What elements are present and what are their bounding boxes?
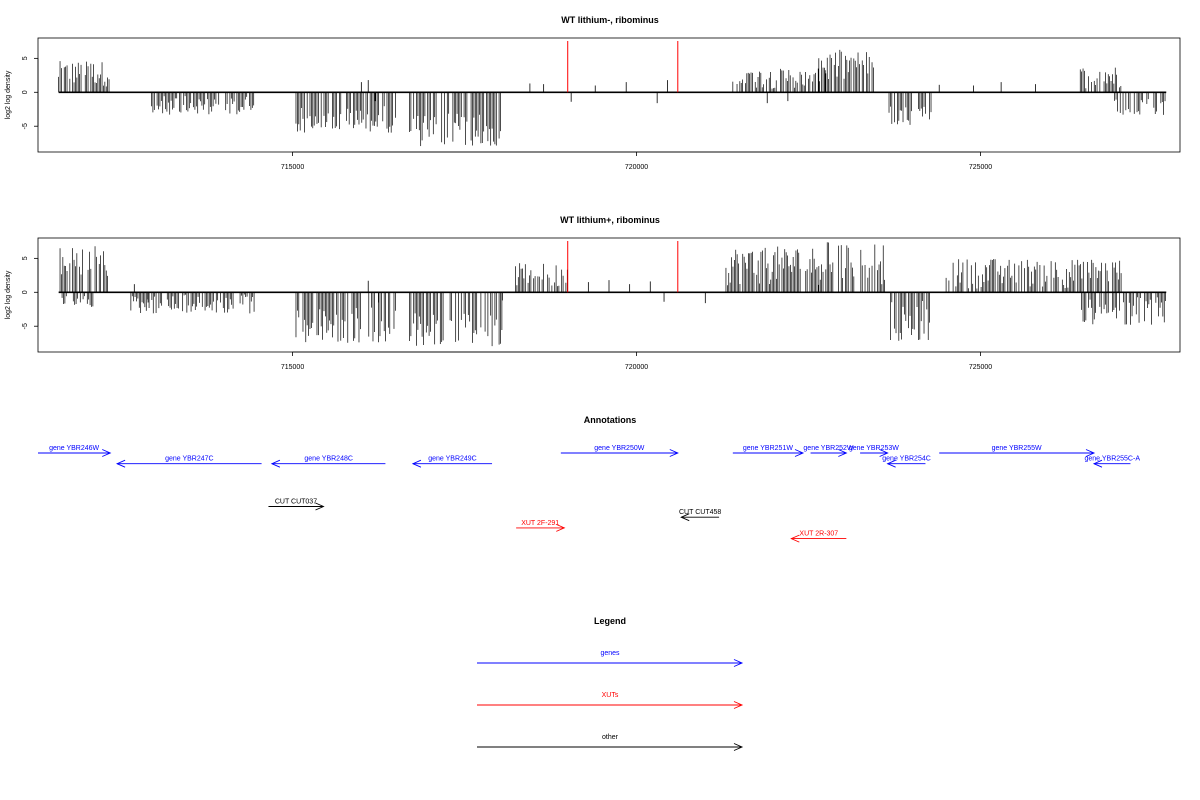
feature-label: gene YBR255C-A — [1084, 456, 1140, 463]
feature-label: gene YBR250W — [594, 445, 644, 452]
feature-arrow: XUT 2R-307 — [790, 531, 847, 543]
y-tick-label: 5 — [22, 56, 29, 60]
feature-arrow: gene YBR248C — [270, 456, 386, 468]
feature-arrow: XUT 2F-291 — [516, 520, 566, 532]
feature-arrow: gene YBR250W — [560, 445, 679, 457]
y-tick-label: 5 — [22, 256, 29, 260]
legend-item: XUTs — [477, 692, 744, 709]
marker-lines — [567, 241, 679, 293]
feature-label: gene YBR249C — [428, 456, 477, 463]
density-bars — [58, 242, 1167, 347]
y-tick-label: 0 — [22, 90, 29, 94]
feature-arrow: gene YBR247C — [115, 456, 262, 468]
arrow-head — [790, 534, 800, 543]
legend-item: genes — [477, 650, 744, 667]
feature-arrow: gene YBR255W — [939, 445, 1096, 457]
y-axis-label: log2 log density — [5, 270, 12, 319]
feature-arrow: gene YBR249C — [411, 456, 493, 468]
feature-arrow: gene YBR253W — [849, 445, 899, 457]
x-tick-label: 725000 — [969, 164, 992, 171]
arrow-head — [733, 701, 744, 709]
y-tick-label: -5 — [22, 123, 29, 129]
arrow-head — [1085, 449, 1096, 457]
arrow-head — [411, 459, 422, 468]
feature-label: gene YBR254C — [882, 456, 931, 463]
feature-label: CUT CUT458 — [679, 509, 721, 516]
legend-label: genes — [600, 650, 620, 657]
panel-title: WT lithium+, ribominus — [560, 215, 660, 225]
legend-item: other — [477, 734, 744, 751]
x-tick-label: 715000 — [281, 364, 304, 371]
feature-label: gene YBR252W — [803, 445, 853, 452]
x-tick-label: 725000 — [969, 364, 992, 371]
feature-arrow: gene YBR246W — [38, 445, 112, 457]
feature-label: gene YBR246W — [49, 445, 99, 452]
track-panel-lithium-plus: WT lithium+, ribominus log2 log density … — [5, 215, 1181, 371]
arrow-head — [838, 449, 848, 457]
y-axis: -5 0 5 — [22, 256, 39, 329]
legend-title: Legend — [594, 616, 626, 626]
feature-label: gene YBR253W — [849, 445, 899, 452]
legend-label: XUTs — [602, 692, 619, 699]
arrow-head — [879, 449, 889, 457]
arrow-head — [115, 459, 126, 468]
feature-arrow: CUT CUT458 — [679, 509, 721, 522]
x-tick-label: 715000 — [281, 164, 304, 171]
feature-arrow: gene YBR251W — [732, 445, 805, 457]
legend-items: genes XUTs other — [477, 650, 744, 751]
arrow-head — [680, 513, 690, 522]
feature-label: gene YBR251W — [743, 445, 793, 452]
arrow-head — [669, 449, 679, 457]
marker-lines — [567, 41, 679, 93]
legend-label: other — [602, 734, 619, 741]
y-tick-label: -5 — [22, 323, 29, 329]
y-tick-label: 0 — [22, 290, 29, 294]
feature-arrow: gene YBR252W — [803, 445, 854, 457]
y-axis-label: log2 log density — [5, 70, 12, 119]
feature-arrow: gene YBR255C-A — [1084, 456, 1140, 468]
feature-label: gene YBR248C — [304, 456, 353, 463]
feature-label: XUT 2F-291 — [521, 520, 559, 527]
arrow-head — [886, 459, 896, 468]
feature-label: CUT CUT037 — [275, 499, 317, 506]
x-tick-label: 720000 — [625, 164, 648, 171]
arrow-head — [556, 523, 566, 532]
arrow-head — [733, 659, 744, 667]
density-bars — [58, 49, 1167, 147]
arrow-head — [794, 449, 805, 457]
feature-arrow: gene YBR254C — [882, 456, 931, 468]
feature-label: gene YBR247C — [165, 456, 214, 463]
annotations-title: Annotations — [584, 415, 637, 425]
arrow-head — [270, 459, 281, 468]
arrow-head — [315, 502, 325, 511]
arrow-head — [733, 743, 744, 751]
arrow-head — [1092, 459, 1103, 468]
annotation-items: gene YBR246W gene YBR247C gene YBR248C gene… — [38, 445, 1140, 543]
x-axis: 715000 720000 725000 — [281, 351, 992, 371]
feature-label: gene YBR255W — [992, 445, 1042, 452]
panel-title: WT lithium-, ribominus — [561, 15, 659, 25]
y-axis: -5 0 5 — [22, 56, 39, 129]
legend-panel: Legend genes XUTs other — [477, 616, 744, 751]
x-tick-label: 720000 — [625, 364, 648, 371]
feature-label: XUT 2R-307 — [799, 531, 838, 538]
x-axis: 715000 720000 725000 — [281, 151, 992, 171]
feature-arrow: CUT CUT037 — [268, 499, 325, 511]
plot-frame — [37, 37, 1181, 153]
track-panel-lithium-minus: WT lithium-, ribominus log2 log density … — [5, 15, 1181, 171]
arrow-head — [102, 449, 112, 457]
